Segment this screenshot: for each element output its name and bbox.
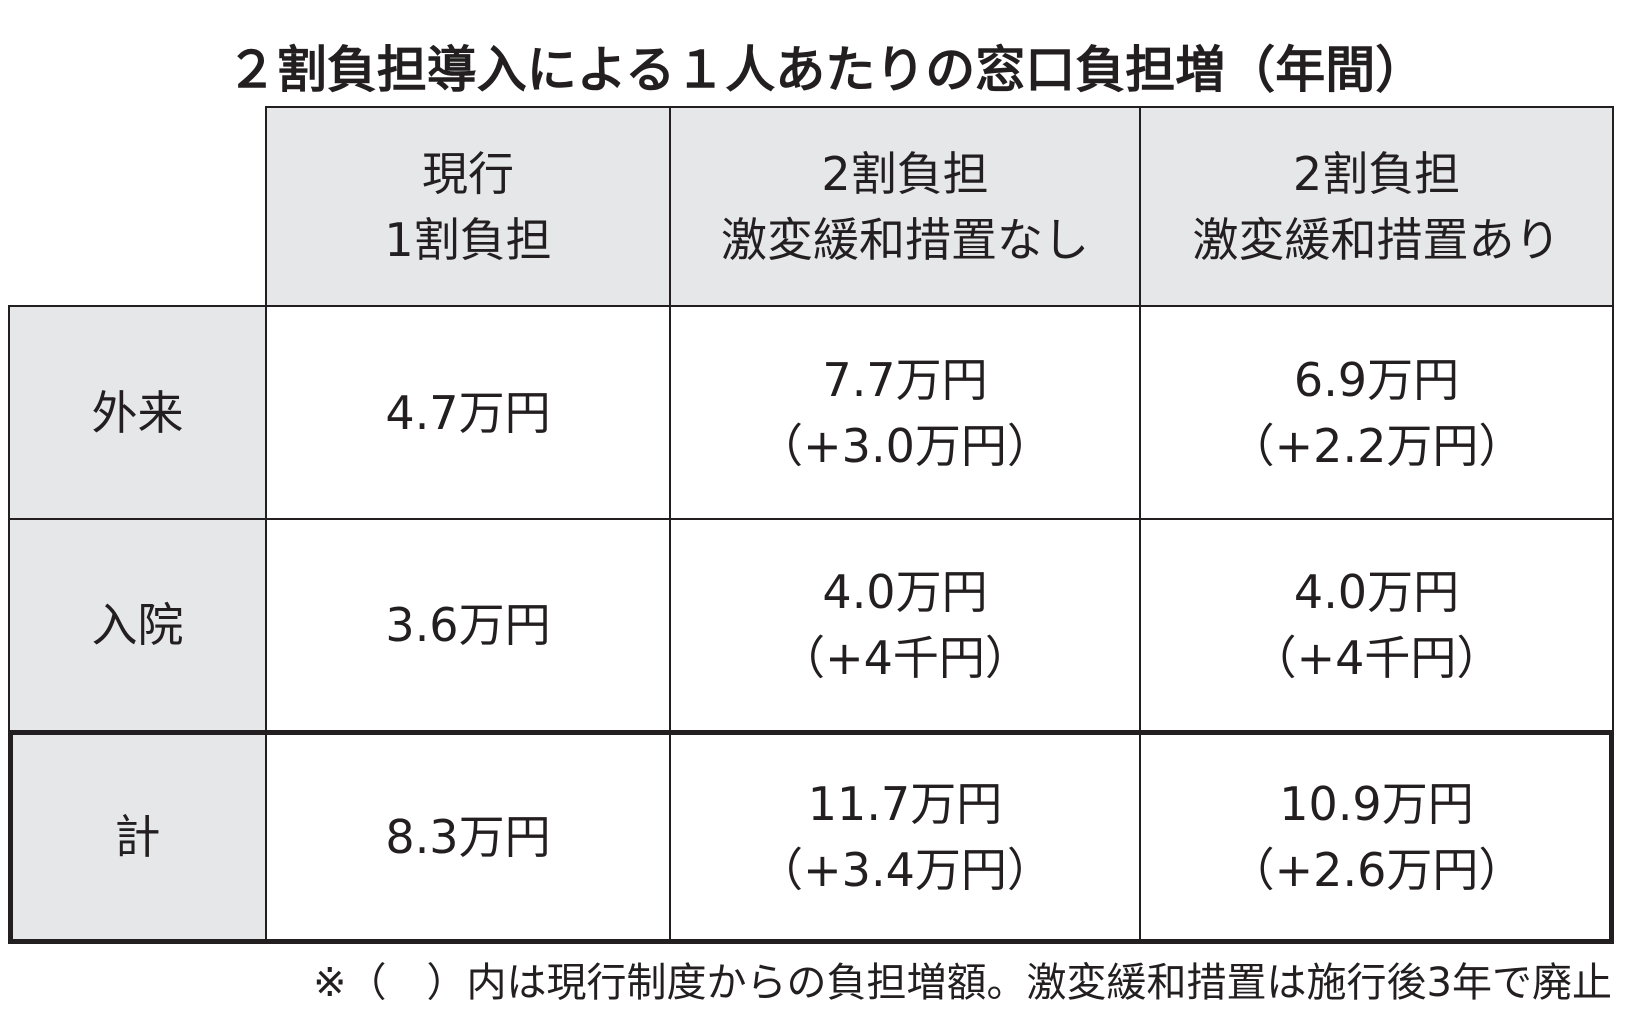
cell-text: 激変緩和措置なし [721, 212, 1089, 267]
table-cell: 6.9万円 （+2.2万円） [1139, 305, 1614, 520]
cell-text: 計 [114, 810, 161, 864]
table-cell: 4.0万円 （+4千円） [1139, 518, 1614, 732]
cell-text: 4.0万円 [822, 565, 988, 619]
cell-text: （+4千円） [779, 631, 1031, 685]
cell-text: 4.0万円 [1293, 565, 1460, 619]
cell-text: 8.3万円 [385, 810, 551, 864]
table-cell: 4.7万円 [265, 305, 671, 520]
cell-text: 入院 [91, 598, 184, 652]
cell-text: 4.7万円 [385, 385, 551, 440]
cell-text: 1割負担 [384, 212, 552, 267]
table-cell: 7.7万円 （+3.0万円） [669, 305, 1141, 520]
cell-text: （+4千円） [1250, 631, 1503, 685]
cell-text: 3.6万円 [385, 598, 551, 652]
cell-text: 激変緩和措置あり [1192, 212, 1561, 267]
table-cell: 3.6万円 [265, 518, 671, 732]
cell-text: 現行 [422, 146, 514, 201]
table-cell: 8.3万円 [265, 730, 671, 944]
column-header: 2割負担激変緩和措置なし [669, 106, 1141, 307]
cell-text: （+2.2万円） [1228, 418, 1525, 473]
footnote: ※（ ）内は現行制度からの負担増額。激変緩和措置は施行後3年で廃止 [313, 960, 1612, 1006]
cell-text: （+3.0万円） [757, 418, 1053, 473]
table-cell: 4.0万円 （+4千円） [669, 518, 1141, 732]
cell-text: （+2.6万円） [1228, 843, 1525, 897]
cell-text: 2割負担 [821, 146, 989, 201]
cell-text: 6.9万円 [1293, 352, 1460, 407]
cell-text: 11.7万円 [807, 777, 1003, 831]
column-header: 2割負担激変緩和措置あり [1139, 106, 1614, 307]
cell-text: 2割負担 [1292, 146, 1461, 201]
row-header: 入院 [8, 518, 267, 732]
table-cell: 10.9万円 （+2.6万円） [1139, 730, 1614, 944]
cell-text: 10.9万円 [1279, 777, 1474, 831]
cell-text: 7.7万円 [822, 352, 988, 407]
table-cell: 11.7万円 （+3.4万円） [669, 730, 1141, 944]
cell-text: 外来 [91, 385, 184, 440]
column-header: 現行 1割負担 [265, 106, 671, 307]
cell-text: （+3.4万円） [757, 843, 1053, 897]
row-header: 外来 [8, 305, 267, 520]
row-header: 計 [8, 730, 267, 944]
title: ２割負担導入による１人あたりの窓口負担増（年間） [226, 41, 1426, 99]
